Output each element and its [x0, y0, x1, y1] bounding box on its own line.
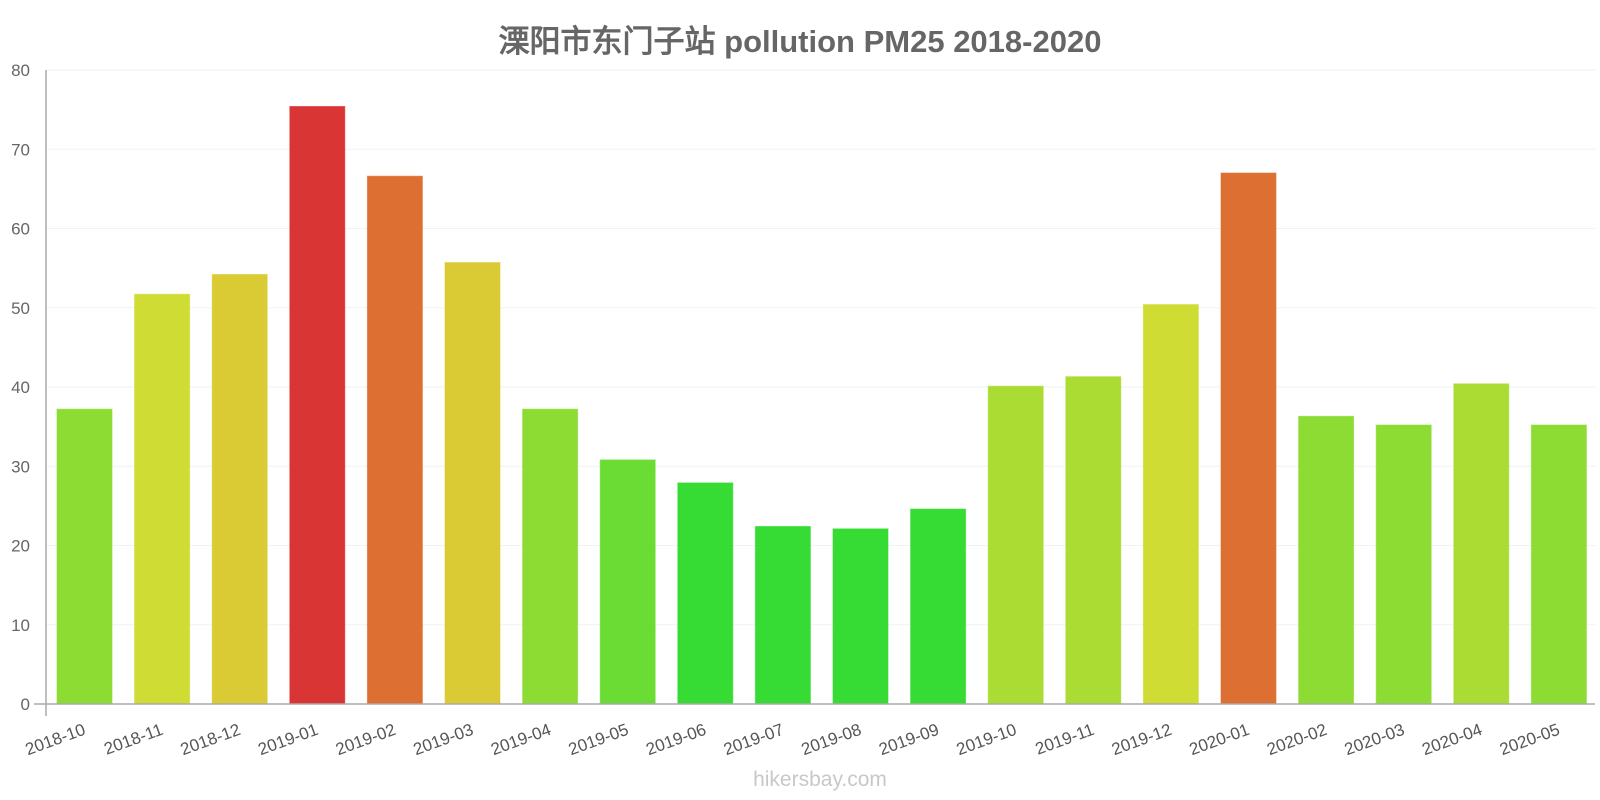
axes	[34, 70, 1595, 716]
bar-2019-09	[910, 508, 967, 705]
bar-2019-11	[1065, 376, 1122, 705]
bar-2019-03	[444, 262, 501, 705]
x-tick-label: 2020-03	[1342, 720, 1407, 759]
x-tick-label: 2019-07	[721, 720, 786, 759]
bar-2019-08	[832, 528, 889, 705]
y-tick-label: 70	[11, 140, 30, 159]
x-tick-label: 2019-01	[256, 720, 321, 759]
bars	[56, 105, 1587, 705]
bar-2020-02	[1298, 415, 1355, 705]
bar-2019-12	[1142, 304, 1199, 705]
y-tick-label: 80	[11, 61, 30, 80]
y-tick-label: 60	[11, 220, 30, 239]
x-tick-label: 2019-03	[411, 720, 476, 759]
x-tick-label: 2019-06	[644, 720, 709, 759]
x-tick-label: 2018-11	[102, 720, 166, 759]
bar-2019-01	[289, 105, 346, 705]
x-tick-label: 2019-11	[1033, 720, 1097, 759]
x-tick-label: 2020-02	[1264, 720, 1329, 759]
bar-2020-01	[1220, 172, 1277, 705]
y-tick-label: 50	[11, 299, 30, 318]
y-tick-label: 40	[11, 378, 30, 397]
y-axis-tick-labels: 0 10 20 30 40 50 60 70 80	[11, 61, 30, 714]
x-tick-label: 2019-05	[566, 720, 631, 759]
x-tick-label: 2019-08	[799, 720, 864, 759]
bar-2020-03	[1375, 424, 1432, 705]
x-tick-label: 2019-09	[876, 720, 941, 759]
bar-2019-10	[987, 385, 1044, 705]
bar-2019-05	[599, 459, 656, 705]
watermark: hikersbay.com	[753, 768, 887, 791]
x-tick-label: 2019-04	[488, 720, 553, 759]
y-tick-label: 30	[11, 457, 30, 476]
x-tick-label: 2018-10	[23, 720, 88, 759]
x-tick-label: 2019-10	[954, 720, 1019, 759]
x-tick-label: 2019-02	[333, 720, 398, 759]
x-axis-tick-labels: 2018-10 2018-11 2018-12 2019-01 2019-02 2019-…	[23, 720, 1563, 759]
bar-2020-04	[1453, 383, 1510, 705]
bar-2019-07	[754, 525, 811, 705]
y-tick-label: 20	[11, 537, 30, 556]
y-tick-label: 0	[21, 695, 30, 714]
bar-2018-12	[211, 273, 268, 705]
gridlines	[46, 69, 1595, 626]
bar-2019-06	[677, 482, 734, 705]
bar-2018-10	[56, 408, 113, 705]
x-tick-label: 2018-12	[178, 720, 243, 759]
x-tick-label: 2020-01	[1187, 720, 1252, 759]
x-tick-label: 2019-12	[1109, 720, 1174, 759]
bar-2018-11	[134, 293, 191, 705]
bar-2019-02	[366, 175, 423, 705]
bar-2019-04	[522, 408, 579, 705]
y-tick-label: 10	[11, 616, 30, 635]
x-tick-label: 2020-04	[1420, 720, 1485, 759]
chart-title: 溧阳市东门子站 pollution PM25 2018-2020	[498, 24, 1102, 59]
x-tick-label: 2020-05	[1497, 720, 1562, 759]
bar-2020-05	[1530, 424, 1587, 705]
